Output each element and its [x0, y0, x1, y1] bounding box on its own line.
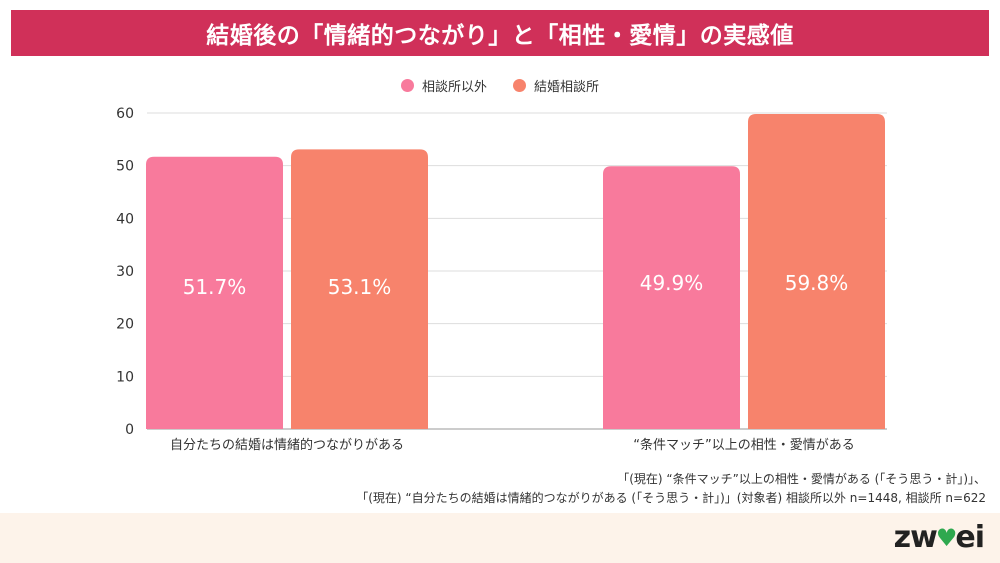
bar [291, 149, 428, 429]
footnote-1: 「(現在) “条件マッチ”以上の相性・愛情がある (「そう思う・計」)」、 [617, 472, 986, 486]
y-tick-label: 60 [116, 106, 134, 122]
legend-swatch-other [400, 79, 414, 92]
bar-chart: 0 10 20 30 40 50 60 51.7% 49.9% 53.1% 59.8% 自分たちの結婚… [116, 106, 887, 453]
heart-icon: ♥ [935, 523, 957, 552]
y-tick-label: 10 [116, 369, 134, 385]
bar [603, 166, 740, 429]
legend-item-agency: 結婚相談所 [513, 76, 599, 95]
logo-text-right: ei [955, 520, 985, 555]
x-tick-label: 自分たちの結婚は情緒的つながりがある [170, 437, 404, 453]
y-tick-label: 50 [116, 159, 134, 175]
data-label: 53.1% [328, 275, 392, 299]
bar [748, 114, 885, 429]
y-tick-label: 20 [116, 317, 134, 333]
x-tick-label: “条件マッチ”以上の相性・愛情がある [633, 437, 854, 453]
y-tick-label: 30 [116, 264, 134, 280]
legend: 相談所以外 結婚相談所 [0, 76, 1000, 95]
data-label: 49.9% [640, 271, 704, 295]
legend-label-other: 相談所以外 [421, 80, 487, 95]
title-banner: 結婚後の「情緒的つながり」と「相性・愛情」の実感値 [11, 10, 989, 56]
data-label: 59.8% [785, 271, 849, 295]
brand-logo: zw ♥ ei [893, 520, 985, 555]
footer-band [0, 513, 1000, 563]
legend-label-agency: 結婚相談所 [534, 80, 600, 95]
legend-item-other: 相談所以外 [400, 76, 487, 95]
bar [146, 156, 283, 430]
y-tick-label: 0 [125, 422, 134, 438]
y-tick-label: 40 [116, 211, 134, 227]
logo-text-left: zw [893, 520, 938, 555]
chart-title: 結婚後の「情緒的つながり」と「相性・愛情」の実感値 [206, 23, 794, 49]
data-label: 51.7% [183, 275, 247, 299]
legend-swatch-agency [513, 79, 526, 92]
footnote-2: 「(現在) “自分たちの結婚は情緒的つながりがある (「そう思う・計」)」(対象… [356, 491, 986, 505]
